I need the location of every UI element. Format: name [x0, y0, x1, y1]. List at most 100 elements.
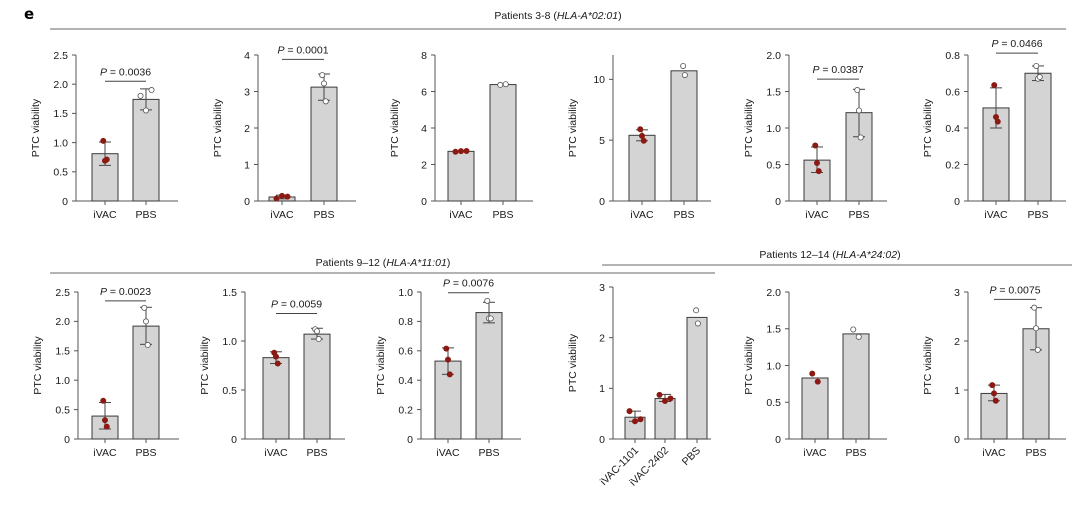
bar-chart-panel: 0 0.2 0.4 0.6 0.8 1.0 PTC viability iVAC PBS P = … — [375, 278, 521, 459]
x-tick-label: PBS — [135, 209, 156, 221]
data-point — [812, 142, 819, 149]
data-point — [694, 320, 701, 327]
x-tick-label: PBS — [135, 447, 156, 459]
y-tick-label: 1.0 — [766, 360, 781, 372]
x-tick-label: PBS — [478, 447, 499, 459]
y-tick-label: 0 — [954, 434, 960, 446]
x-tick-label: PBS — [680, 445, 703, 468]
data-point — [322, 98, 329, 105]
data-point — [809, 370, 816, 377]
bar — [132, 98, 160, 202]
y-tick-label: 1.0 — [55, 375, 70, 387]
data-point — [142, 107, 149, 114]
p-value-label: P = 0.0001 — [277, 44, 328, 56]
data-point — [274, 360, 281, 367]
bar — [803, 159, 831, 202]
y-axis-label: PTC viability — [567, 98, 579, 157]
y-axis-label: PTC viability — [567, 333, 579, 392]
data-point — [444, 356, 451, 363]
bar — [670, 70, 698, 202]
y-axis-label: PTC viability — [922, 98, 934, 157]
data-point — [457, 148, 464, 155]
y-tick-label: 0.4 — [398, 375, 413, 387]
x-tick-label: PBS — [492, 209, 513, 221]
data-point — [100, 397, 107, 404]
charts-container: 0 0.5 1.0 1.5 2.0 2.5 PTC viability iVAC PBS P = … — [30, 38, 1066, 488]
bar-chart-panel: 0 0.5 1.0 1.5 2.0 PTC viability iVAC PBS P = 0.0… — [743, 50, 887, 221]
bar — [686, 316, 708, 440]
y-tick-label: 2.0 — [55, 316, 70, 328]
y-tick-label: 5 — [599, 135, 605, 147]
data-point — [632, 418, 639, 425]
bar — [262, 357, 290, 440]
y-tick-label: 0 — [599, 196, 605, 208]
data-point — [1031, 304, 1038, 311]
group-header-2: Patients 9–12 (HLA-A*11:01) — [50, 257, 715, 274]
bar-chart-panel: 0 1 2 3 PTC viability iVAC PBS P = 0.0075 — [922, 284, 1066, 459]
bar-chart-panel: 0 1 2 3 4 PTC viability iVAC PBS P = 0.0001 — [212, 44, 356, 221]
data-point — [640, 137, 647, 144]
x-tick-label: iVAC — [803, 447, 827, 459]
y-tick-label: 0.8 — [945, 50, 960, 62]
y-tick-label: 2.5 — [53, 50, 68, 62]
x-tick-label: iVAC — [93, 447, 117, 459]
data-point — [662, 397, 669, 404]
bar — [628, 134, 656, 202]
y-tick-label: 1 — [244, 159, 250, 171]
y-tick-label: 0 — [231, 434, 237, 446]
y-tick-label: 2 — [954, 336, 960, 348]
y-axis-label: PTC viability — [212, 98, 224, 157]
y-tick-label: 1.5 — [766, 86, 781, 98]
data-point — [814, 160, 821, 167]
y-tick-label: 6 — [421, 86, 427, 98]
y-tick-label: 0.2 — [945, 159, 960, 171]
y-tick-label: 3 — [244, 86, 250, 98]
y-tick-label: 2.5 — [55, 287, 70, 299]
data-point — [1034, 346, 1041, 353]
bar — [489, 84, 517, 202]
group-title: Patients 12–14 (HLA-A*24:02) — [759, 249, 900, 261]
y-tick-label: 1.0 — [53, 137, 68, 149]
data-point — [637, 126, 644, 133]
y-tick-label: 0 — [775, 434, 781, 446]
data-point — [656, 391, 663, 398]
y-tick-label: 0.5 — [766, 159, 781, 171]
y-axis-label: PTC viability — [199, 336, 211, 395]
p-value-label: P = 0.0059 — [271, 299, 322, 311]
data-point — [103, 156, 110, 163]
y-axis-label: PTC viability — [743, 98, 755, 157]
data-point — [992, 397, 999, 404]
bar-chart-panel: 0 0.5 1.0 1.5 2.0 2.5 PTC viability iVAC PBS P = … — [30, 50, 178, 221]
y-tick-label: 1 — [954, 385, 960, 397]
bar — [303, 333, 331, 440]
bar-chart-panel: 0 2 4 6 8 PTC viability iVAC PBS — [389, 50, 533, 221]
x-tick-label: iVAC — [630, 209, 654, 221]
data-point — [814, 378, 821, 385]
data-point — [497, 81, 504, 88]
p-value-label: P = 0.0023 — [100, 286, 151, 298]
y-tick-label: 0 — [244, 196, 250, 208]
y-axis-label: PTC viability — [922, 336, 934, 395]
data-point — [991, 390, 998, 397]
data-point — [137, 92, 144, 99]
y-axis-label: PTC viability — [32, 336, 44, 395]
bar — [475, 312, 503, 440]
data-point — [142, 318, 149, 325]
data-point — [680, 62, 687, 69]
y-axis-label: PTC viability — [743, 336, 755, 395]
x-tick-label: iVAC — [449, 209, 473, 221]
y-tick-label: 10 — [593, 74, 605, 86]
p-value-label: P = 0.0387 — [812, 64, 863, 76]
y-tick-label: 1.5 — [55, 346, 70, 358]
data-point — [278, 192, 285, 199]
y-axis-label: PTC viability — [375, 336, 387, 395]
data-point — [815, 168, 822, 175]
y-tick-label: 0.4 — [945, 123, 960, 135]
data-point — [854, 87, 861, 94]
y-tick-label: 0.5 — [222, 385, 237, 397]
bar-chart-panel: 0 0.5 1.0 1.5 2.0 PTC viability iVAC PBS — [743, 287, 887, 459]
data-point — [626, 408, 633, 415]
x-tick-label: PBS — [845, 447, 866, 459]
bar — [801, 377, 829, 440]
